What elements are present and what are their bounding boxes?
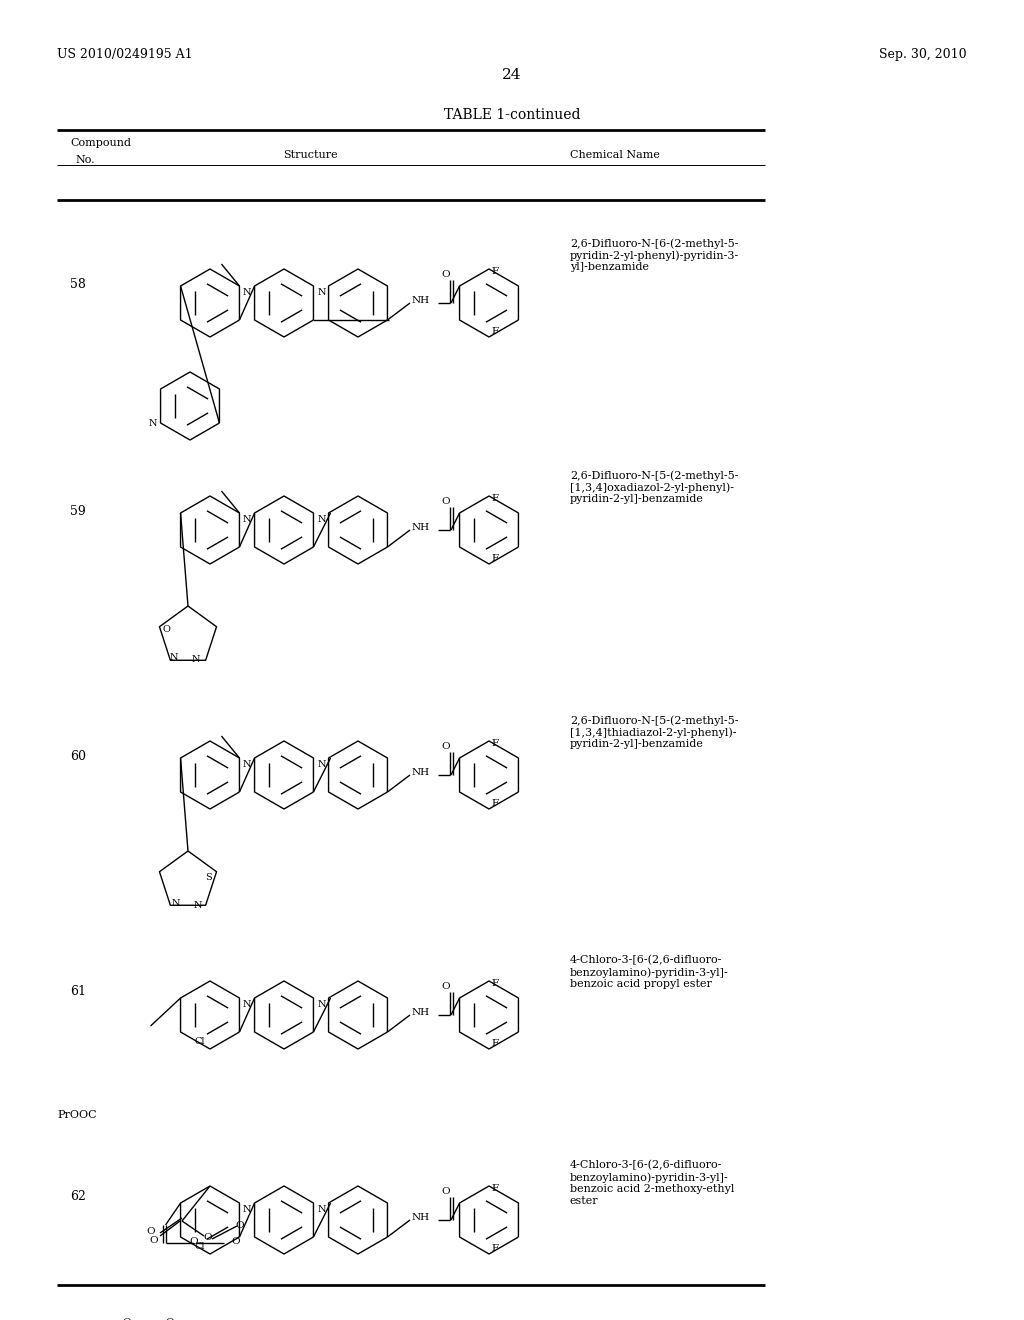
Text: 4-Chloro-3-[6-(2,6-difluoro-
benzoylamino)-pyridin-3-yl]-
benzoic acid propyl es: 4-Chloro-3-[6-(2,6-difluoro- benzoylamin… bbox=[570, 954, 729, 989]
Text: NH: NH bbox=[412, 1213, 430, 1222]
Text: N: N bbox=[318, 515, 327, 524]
Text: Cl: Cl bbox=[195, 1242, 205, 1251]
Text: F: F bbox=[490, 267, 498, 276]
Text: N: N bbox=[318, 288, 327, 297]
Text: 60: 60 bbox=[70, 750, 86, 763]
Text: O: O bbox=[204, 1233, 212, 1242]
Text: F: F bbox=[490, 554, 498, 564]
Text: TABLE 1-continued: TABLE 1-continued bbox=[443, 108, 581, 121]
Text: O: O bbox=[122, 1317, 131, 1320]
Text: US 2010/0249195 A1: US 2010/0249195 A1 bbox=[57, 48, 193, 61]
Text: 2,6-Difluoro-N-[6-(2-methyl-5-
pyridin-2-yl-phenyl)-pyridin-3-
yl]-benzamide: 2,6-Difluoro-N-[6-(2-methyl-5- pyridin-2… bbox=[570, 238, 739, 272]
Text: PrOOC: PrOOC bbox=[57, 1110, 96, 1119]
Text: N: N bbox=[148, 418, 157, 428]
Text: F: F bbox=[490, 799, 498, 808]
Text: 59: 59 bbox=[70, 506, 86, 517]
Text: N: N bbox=[318, 760, 327, 770]
Text: F: F bbox=[490, 739, 498, 748]
Text: N: N bbox=[172, 899, 180, 908]
Text: F: F bbox=[490, 1039, 498, 1048]
Text: F: F bbox=[490, 327, 498, 337]
Text: O: O bbox=[441, 982, 451, 991]
Text: NH: NH bbox=[412, 296, 430, 305]
Text: Sep. 30, 2010: Sep. 30, 2010 bbox=[880, 48, 967, 61]
Text: N: N bbox=[191, 656, 201, 664]
Text: 2,6-Difluoro-N-[5-(2-methyl-5-
[1,3,4]oxadiazol-2-yl-phenyl)-
pyridin-2-yl]-benz: 2,6-Difluoro-N-[5-(2-methyl-5- [1,3,4]ox… bbox=[570, 470, 738, 504]
Text: O: O bbox=[441, 498, 451, 506]
Text: F: F bbox=[490, 1243, 498, 1253]
Text: O: O bbox=[441, 271, 451, 279]
Text: O: O bbox=[150, 1236, 159, 1245]
Text: Chemical Name: Chemical Name bbox=[570, 150, 659, 160]
Text: 2,6-Difluoro-N-[5-(2-methyl-5-
[1,3,4]thiadiazol-2-yl-phenyl)-
pyridin-2-yl]-ben: 2,6-Difluoro-N-[5-(2-methyl-5- [1,3,4]th… bbox=[570, 715, 738, 750]
Text: S: S bbox=[205, 873, 211, 882]
Text: Compound: Compound bbox=[70, 139, 131, 148]
Text: N: N bbox=[318, 1001, 327, 1008]
Text: F: F bbox=[490, 1184, 498, 1193]
Text: Structure: Structure bbox=[283, 150, 337, 160]
Text: F: F bbox=[490, 979, 498, 987]
Text: F: F bbox=[490, 494, 498, 503]
Text: NH: NH bbox=[412, 768, 430, 777]
Text: 24: 24 bbox=[502, 69, 522, 82]
Text: O: O bbox=[189, 1237, 198, 1246]
Text: N: N bbox=[243, 288, 252, 297]
Text: No.: No. bbox=[75, 154, 94, 165]
Text: O: O bbox=[166, 1317, 174, 1320]
Text: 62: 62 bbox=[70, 1191, 86, 1203]
Text: N: N bbox=[318, 1205, 327, 1214]
Text: N: N bbox=[243, 1205, 252, 1214]
Text: O: O bbox=[441, 742, 451, 751]
Text: O: O bbox=[146, 1228, 155, 1236]
Text: O: O bbox=[236, 1221, 245, 1230]
Text: 61: 61 bbox=[70, 985, 86, 998]
Text: O: O bbox=[231, 1237, 240, 1246]
Text: N: N bbox=[243, 760, 252, 770]
Text: O: O bbox=[441, 1187, 451, 1196]
Text: 58: 58 bbox=[70, 279, 86, 290]
Text: N: N bbox=[194, 900, 203, 909]
Text: N: N bbox=[170, 653, 178, 663]
Text: 4-Chloro-3-[6-(2,6-difluoro-
benzoylamino)-pyridin-3-yl]-
benzoic acid 2-methoxy: 4-Chloro-3-[6-(2,6-difluoro- benzoylamin… bbox=[570, 1160, 734, 1205]
Text: N: N bbox=[243, 1001, 252, 1008]
Text: N: N bbox=[243, 515, 252, 524]
Text: NH: NH bbox=[412, 1008, 430, 1016]
Text: Cl: Cl bbox=[195, 1038, 205, 1045]
Text: NH: NH bbox=[412, 523, 430, 532]
Text: O: O bbox=[162, 626, 170, 635]
